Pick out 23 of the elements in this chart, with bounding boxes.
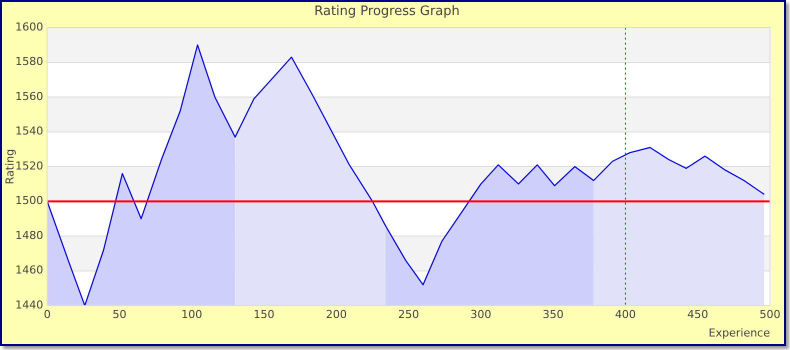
y-axis-title: Rating: [3, 148, 16, 184]
x-tick-label: 150: [254, 308, 275, 322]
y-tick-label: 1580: [15, 55, 44, 68]
y-tick-label: 1500: [15, 194, 44, 208]
y-tick-label: 1480: [15, 228, 44, 242]
x-tick-label: 0: [44, 308, 51, 322]
x-tick-label: 400: [614, 308, 636, 322]
y-tick-label: 1460: [15, 264, 44, 277]
y-tick-label: 1440: [15, 298, 44, 312]
x-axis-title: Experience: [708, 326, 770, 340]
x-tick-label: 200: [326, 308, 347, 322]
x-tick-label: 500: [760, 308, 780, 322]
x-tick-label: 50: [112, 308, 126, 322]
x-tick-label: 100: [181, 308, 202, 322]
y-tick-label: 1560: [15, 90, 44, 103]
x-tick-label: 300: [470, 308, 492, 322]
x-tick-label: 450: [687, 308, 708, 322]
y-tick-label: 1520: [15, 159, 44, 172]
chart-title: Rating Progress Graph: [314, 4, 460, 20]
x-tick-label: 350: [542, 308, 564, 322]
y-tick-label: 1540: [15, 124, 44, 138]
y-tick-label: 1600: [15, 20, 44, 34]
x-tick-label: 250: [398, 308, 420, 322]
